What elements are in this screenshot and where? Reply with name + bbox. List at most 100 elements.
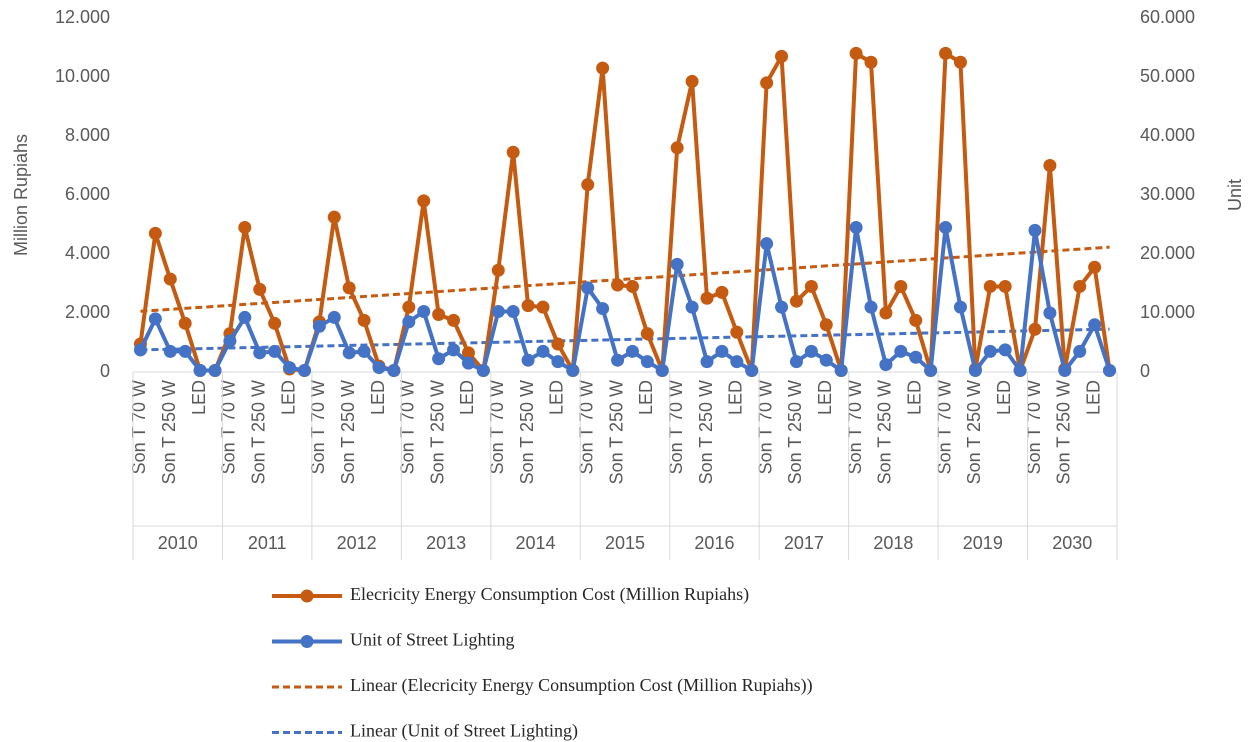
point [1073, 279, 1087, 293]
point [864, 300, 878, 314]
x-tick-label: LED [904, 380, 924, 415]
point [849, 46, 863, 60]
point [983, 279, 997, 293]
x-tick-label: Son T 70 W [845, 380, 865, 474]
point [998, 343, 1012, 357]
point [283, 361, 297, 375]
point [223, 334, 237, 348]
point [357, 313, 371, 327]
point [536, 344, 550, 358]
point [148, 312, 162, 326]
point [804, 279, 818, 293]
x-tick-label: LED [994, 380, 1014, 415]
x-tick-label: Son T 70 W [1024, 380, 1044, 474]
y2-tick-label: 0 [1140, 361, 1150, 381]
x-tick-label: LED [457, 380, 477, 415]
legend-marker [300, 589, 314, 603]
point [327, 310, 341, 324]
point [491, 263, 505, 277]
point [342, 346, 356, 360]
point [551, 355, 565, 369]
point [939, 46, 953, 60]
point [625, 279, 639, 293]
point [625, 344, 639, 358]
point [327, 210, 341, 224]
legend-label: Unit of Street Lighting [350, 630, 514, 650]
point [461, 346, 475, 360]
point [476, 364, 490, 378]
point [253, 282, 267, 296]
x-tick-label: LED [726, 380, 746, 415]
x-tick-label: LED [547, 380, 567, 415]
point [581, 281, 595, 295]
point [387, 364, 401, 378]
y-tick-label: 6.000 [65, 184, 110, 204]
trendline [140, 245, 1110, 313]
x-tick-label: LED [1083, 380, 1103, 415]
point [238, 310, 252, 324]
point [1088, 260, 1102, 274]
x-tick-label: LED [278, 380, 298, 415]
group-label: 2018 [873, 533, 913, 553]
point [819, 353, 833, 367]
point [730, 355, 744, 369]
point [983, 344, 997, 358]
point [163, 272, 177, 286]
point [133, 343, 147, 357]
x-tick-label: Son T 250 W [427, 380, 447, 484]
point [700, 291, 714, 305]
x-tick-label: LED [368, 380, 388, 415]
point [1028, 322, 1042, 336]
point [193, 364, 207, 378]
point [789, 294, 803, 308]
point [596, 61, 610, 75]
point [640, 327, 654, 341]
group-label: 2014 [516, 533, 556, 553]
y-tick-label: 10.000 [55, 66, 110, 86]
point [163, 344, 177, 358]
point [596, 302, 610, 316]
x-tick-label: LED [815, 380, 835, 415]
x-tick-label: Son T 250 W [606, 380, 626, 484]
point [148, 226, 162, 240]
point [640, 355, 654, 369]
group-label: 2030 [1052, 533, 1092, 553]
point [834, 364, 848, 378]
point [1028, 223, 1042, 237]
legend-label: Linear (Unit of Street Lighting) [350, 721, 578, 742]
point [566, 364, 580, 378]
point [208, 364, 222, 378]
point [849, 220, 863, 234]
x-tick-label: Son T 250 W [964, 380, 984, 484]
point [268, 316, 282, 330]
y-tick-label: 12.000 [55, 7, 110, 27]
x-tick-label: Son T 70 W [398, 380, 418, 474]
point [357, 344, 371, 358]
y2-tick-label: 10.000 [1140, 302, 1195, 322]
point [879, 306, 893, 320]
point [461, 356, 475, 370]
point [611, 278, 625, 292]
group-label: 2019 [963, 533, 1003, 553]
point [894, 344, 908, 358]
point [775, 49, 789, 63]
point [417, 194, 431, 208]
x-tick-label: Son T 250 W [517, 380, 537, 484]
x-tick-label: Son T 70 W [576, 380, 596, 474]
point [760, 237, 774, 251]
point [894, 279, 908, 293]
point [581, 178, 595, 192]
y2-tick-label: 60.000 [1140, 7, 1195, 27]
point [536, 300, 550, 314]
x-tick-label: Son T 70 W [129, 380, 149, 474]
point [1013, 364, 1027, 378]
point [730, 325, 744, 339]
point [909, 350, 923, 364]
point [1088, 318, 1102, 332]
point [402, 300, 416, 314]
x-tick-label: Son T 250 W [696, 380, 716, 484]
point [775, 300, 789, 314]
point [953, 55, 967, 69]
point [491, 305, 505, 319]
y2-tick-label: 20.000 [1140, 243, 1195, 263]
